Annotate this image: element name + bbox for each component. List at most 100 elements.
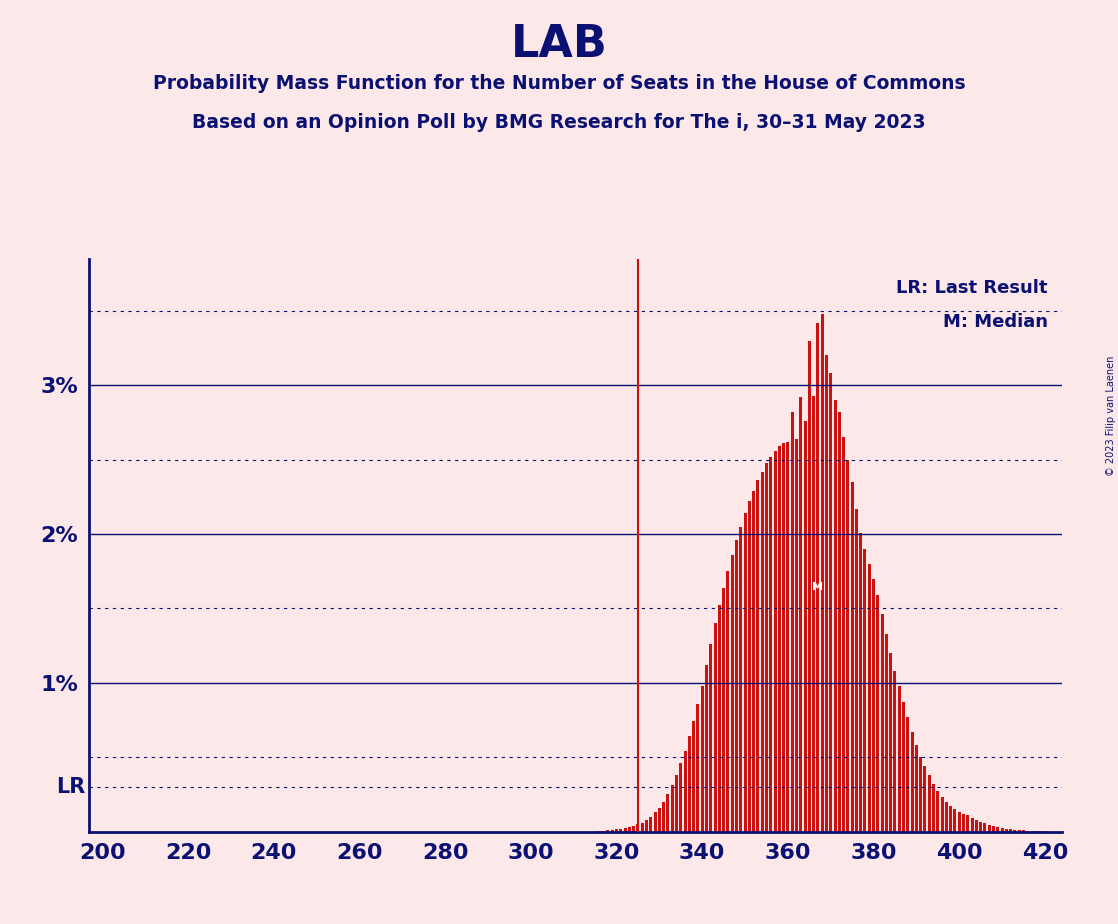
Bar xyxy=(996,827,999,832)
Bar xyxy=(718,605,721,832)
Bar xyxy=(992,826,995,832)
Bar xyxy=(877,595,880,832)
Text: M: M xyxy=(813,582,823,592)
Bar xyxy=(1013,830,1016,832)
Bar xyxy=(940,797,944,832)
Bar xyxy=(610,830,614,832)
Bar xyxy=(1026,831,1030,832)
Bar xyxy=(834,400,836,832)
Bar xyxy=(743,513,747,832)
Bar xyxy=(657,808,661,832)
Bar xyxy=(975,821,978,832)
Bar xyxy=(958,812,960,832)
Bar xyxy=(1017,830,1021,832)
Bar xyxy=(1001,828,1004,832)
Bar xyxy=(919,757,922,832)
Bar xyxy=(851,482,854,832)
Bar xyxy=(774,451,777,832)
Bar xyxy=(692,722,695,832)
Bar xyxy=(984,823,986,832)
Bar xyxy=(760,471,764,832)
Bar xyxy=(1005,829,1008,832)
Bar xyxy=(683,751,686,832)
Bar xyxy=(842,437,845,832)
Bar xyxy=(748,501,751,832)
Bar xyxy=(923,766,927,832)
Bar xyxy=(945,802,948,832)
Bar xyxy=(970,819,974,832)
Bar xyxy=(769,456,773,832)
Bar xyxy=(731,554,733,832)
Bar xyxy=(697,704,700,832)
Bar xyxy=(675,775,678,832)
Bar xyxy=(821,314,824,832)
Bar xyxy=(812,395,815,832)
Bar xyxy=(799,397,803,832)
Bar xyxy=(619,829,623,832)
Bar xyxy=(680,763,682,832)
Bar xyxy=(954,809,957,832)
Bar xyxy=(979,822,983,832)
Bar xyxy=(889,653,892,832)
Bar xyxy=(816,322,819,832)
Bar xyxy=(1010,829,1012,832)
Bar xyxy=(963,814,965,832)
Bar xyxy=(671,785,674,832)
Bar xyxy=(739,527,742,832)
Bar xyxy=(727,571,729,832)
Text: LAB: LAB xyxy=(511,23,607,67)
Bar xyxy=(860,532,862,832)
Bar xyxy=(830,373,832,832)
Bar xyxy=(645,820,648,832)
Bar xyxy=(902,702,906,832)
Bar xyxy=(795,439,798,832)
Bar xyxy=(632,826,635,832)
Text: LR: LR xyxy=(56,777,85,797)
Bar xyxy=(606,830,609,832)
Bar xyxy=(928,775,931,832)
Bar xyxy=(615,830,618,832)
Bar xyxy=(688,736,691,832)
Bar xyxy=(804,421,806,832)
Bar xyxy=(701,686,703,832)
Bar xyxy=(949,807,953,832)
Bar xyxy=(855,509,858,832)
Bar xyxy=(709,644,712,832)
Bar xyxy=(907,717,909,832)
Bar xyxy=(713,624,717,832)
Bar xyxy=(654,812,656,832)
Bar xyxy=(885,634,888,832)
Bar xyxy=(837,412,841,832)
Bar xyxy=(988,825,991,832)
Bar xyxy=(863,549,866,832)
Bar xyxy=(846,459,850,832)
Bar xyxy=(765,463,768,832)
Bar xyxy=(898,686,901,832)
Bar xyxy=(752,491,755,832)
Bar xyxy=(666,795,670,832)
Bar xyxy=(937,792,939,832)
Bar xyxy=(881,614,883,832)
Bar xyxy=(735,540,738,832)
Text: LR: Last Result: LR: Last Result xyxy=(896,279,1048,297)
Bar xyxy=(872,578,875,832)
Bar xyxy=(915,746,918,832)
Text: © 2023 Filip van Laenen: © 2023 Filip van Laenen xyxy=(1106,356,1116,476)
Bar xyxy=(966,815,969,832)
Text: M: Median: M: Median xyxy=(942,313,1048,331)
Bar xyxy=(636,824,639,832)
Bar xyxy=(757,480,759,832)
Bar xyxy=(778,446,780,832)
Bar xyxy=(868,564,871,832)
Bar xyxy=(624,828,626,832)
Bar xyxy=(705,665,708,832)
Bar xyxy=(808,341,811,832)
Bar xyxy=(1022,831,1025,832)
Bar xyxy=(783,444,785,832)
Bar xyxy=(641,822,644,832)
Bar xyxy=(628,827,631,832)
Bar xyxy=(911,732,913,832)
Bar xyxy=(893,671,897,832)
Bar xyxy=(722,588,726,832)
Bar xyxy=(650,817,652,832)
